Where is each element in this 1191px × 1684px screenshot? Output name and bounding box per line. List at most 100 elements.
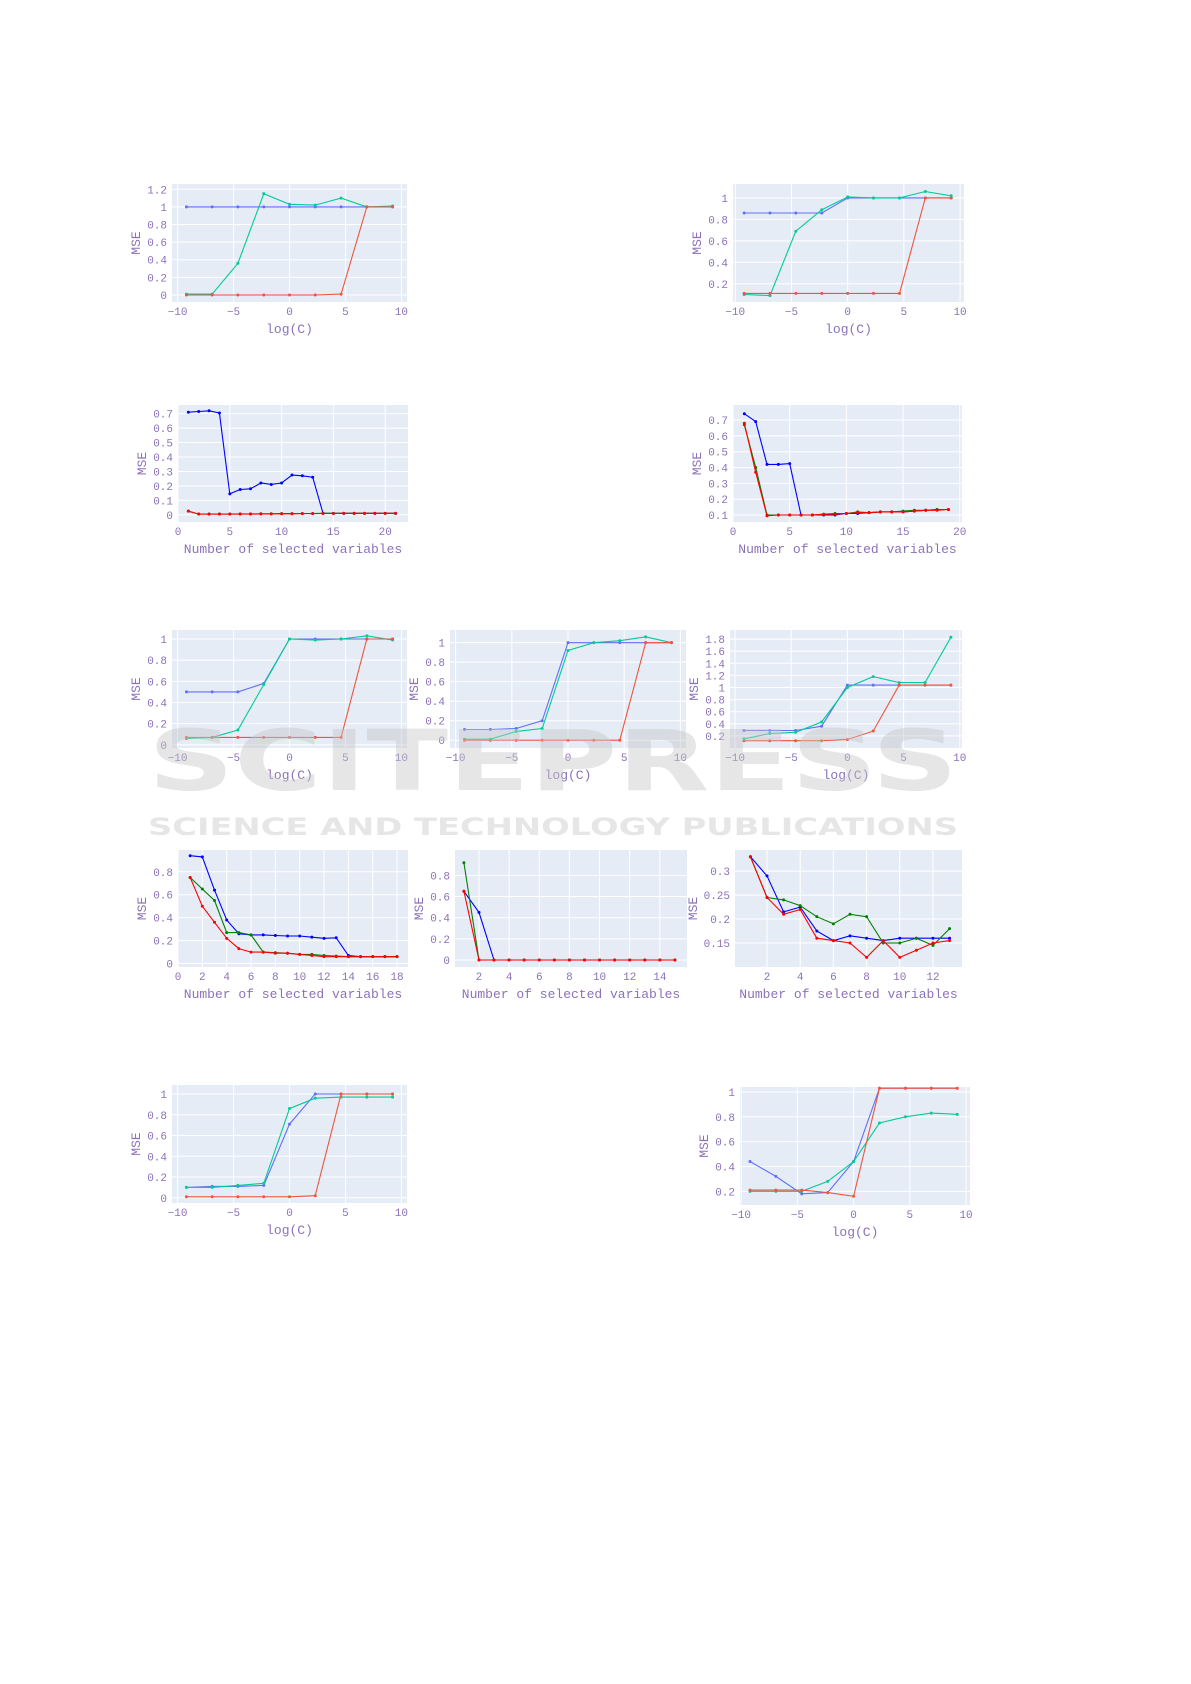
x-tick-label: 0	[730, 527, 737, 539]
data-point	[477, 958, 481, 962]
data-point	[768, 294, 772, 298]
x-axis-label: log(C)	[266, 322, 313, 337]
data-point	[776, 513, 780, 517]
data-point	[322, 936, 326, 940]
data-point	[311, 512, 315, 516]
y-tick-label: 0.2	[708, 280, 728, 292]
x-tick-label: 20	[379, 527, 392, 539]
data-point	[949, 194, 953, 198]
data-point	[237, 931, 241, 935]
x-tick-label: 5	[226, 527, 233, 539]
data-point	[339, 292, 343, 296]
y-tick-label: 0.6	[147, 677, 167, 689]
x-tick-label: 5	[901, 307, 908, 319]
data-point	[768, 211, 772, 215]
data-point	[846, 291, 850, 295]
x-tick-label: 0	[850, 1210, 857, 1222]
y-tick-label: 1	[728, 1088, 735, 1100]
data-point	[313, 1092, 317, 1096]
data-point	[949, 635, 953, 639]
data-point	[339, 735, 343, 739]
data-point	[782, 898, 786, 902]
chart-L: −10 −5 0 5 10 0.2 0.4 0.6 0.8 1 log(C) MSE	[697, 1086, 973, 1240]
data-point	[200, 855, 204, 859]
data-point	[342, 511, 346, 515]
data-point	[280, 512, 284, 516]
data-point	[670, 641, 674, 645]
y-tick-label: 0.6	[708, 432, 728, 444]
data-point	[200, 887, 204, 891]
data-point	[238, 512, 242, 516]
data-point	[871, 729, 875, 733]
data-point	[948, 936, 952, 940]
y-tick-label: 0.2	[153, 937, 173, 949]
data-point	[313, 638, 317, 642]
x-tick-label: −10	[725, 753, 745, 765]
data-point	[923, 190, 927, 194]
y-axis-label: MSE	[697, 1134, 712, 1158]
y-tick-label: 0.6	[147, 1132, 167, 1144]
data-point	[217, 512, 221, 516]
x-tick-label: 10	[674, 753, 687, 765]
data-point	[310, 935, 314, 939]
x-tick-label: 10	[959, 1210, 972, 1222]
data-point	[462, 727, 466, 731]
data-point	[865, 936, 869, 940]
y-tick-label: 0.8	[430, 871, 450, 883]
x-tick-label: 18	[390, 972, 403, 984]
y-tick-label: 0.6	[153, 891, 173, 903]
x-tick-label: −10	[725, 307, 745, 319]
y-tick-label: 0.4	[147, 256, 167, 268]
plot-area	[735, 850, 962, 967]
data-point	[931, 943, 935, 947]
data-point	[877, 1086, 881, 1090]
data-point	[923, 683, 927, 687]
data-point	[197, 512, 201, 516]
data-point	[339, 637, 343, 641]
data-point	[897, 681, 901, 685]
x-tick-label: 10	[395, 307, 408, 319]
data-point	[288, 205, 291, 209]
y-axis-label: MSE	[129, 231, 144, 255]
data-point	[310, 954, 314, 958]
data-point	[628, 958, 632, 962]
data-point	[228, 492, 232, 496]
data-point	[820, 739, 824, 743]
data-point	[207, 512, 211, 516]
y-tick-label: 0.4	[708, 464, 728, 476]
x-tick-label: 10	[293, 972, 306, 984]
data-point	[613, 958, 617, 962]
data-point	[800, 1192, 804, 1196]
data-point	[391, 1092, 395, 1096]
x-tick-label: 12	[926, 972, 939, 984]
data-point	[871, 683, 875, 687]
x-axis-label: log(C)	[825, 322, 872, 337]
y-tick-label: 1	[160, 635, 167, 647]
y-tick-label: 1	[721, 194, 728, 206]
data-point	[462, 889, 466, 893]
x-axis-label: Number of selected variables	[462, 987, 680, 1002]
x-tick-label: 0	[286, 753, 293, 765]
data-point	[540, 738, 544, 742]
y-tick-label: 0.4	[715, 1162, 735, 1174]
data-point	[592, 641, 596, 645]
x-tick-label: 10	[395, 753, 408, 765]
y-tick-label: 0.8	[425, 658, 445, 670]
x-axis-label: log(C)	[545, 768, 592, 783]
data-point	[462, 861, 466, 865]
x-tick-label: 4	[797, 972, 804, 984]
data-point	[184, 1195, 188, 1199]
data-point	[742, 728, 746, 732]
chart-C: 0 5 10 15 20 0 0.1 0.2 0.3 0.4 0.5 0.6 0.7 Number of …	[135, 405, 408, 557]
y-tick-label: 0.2	[147, 273, 167, 285]
data-point	[262, 1181, 266, 1185]
data-point	[238, 488, 242, 491]
x-tick-label: 4	[223, 972, 230, 984]
data-point	[249, 950, 253, 954]
y-tick-label: 0.2	[715, 1187, 735, 1199]
data-point	[742, 421, 746, 425]
x-tick-label: −10	[446, 753, 466, 765]
x-tick-label: 2	[764, 972, 771, 984]
data-point	[782, 912, 786, 916]
plot-area	[733, 405, 962, 522]
